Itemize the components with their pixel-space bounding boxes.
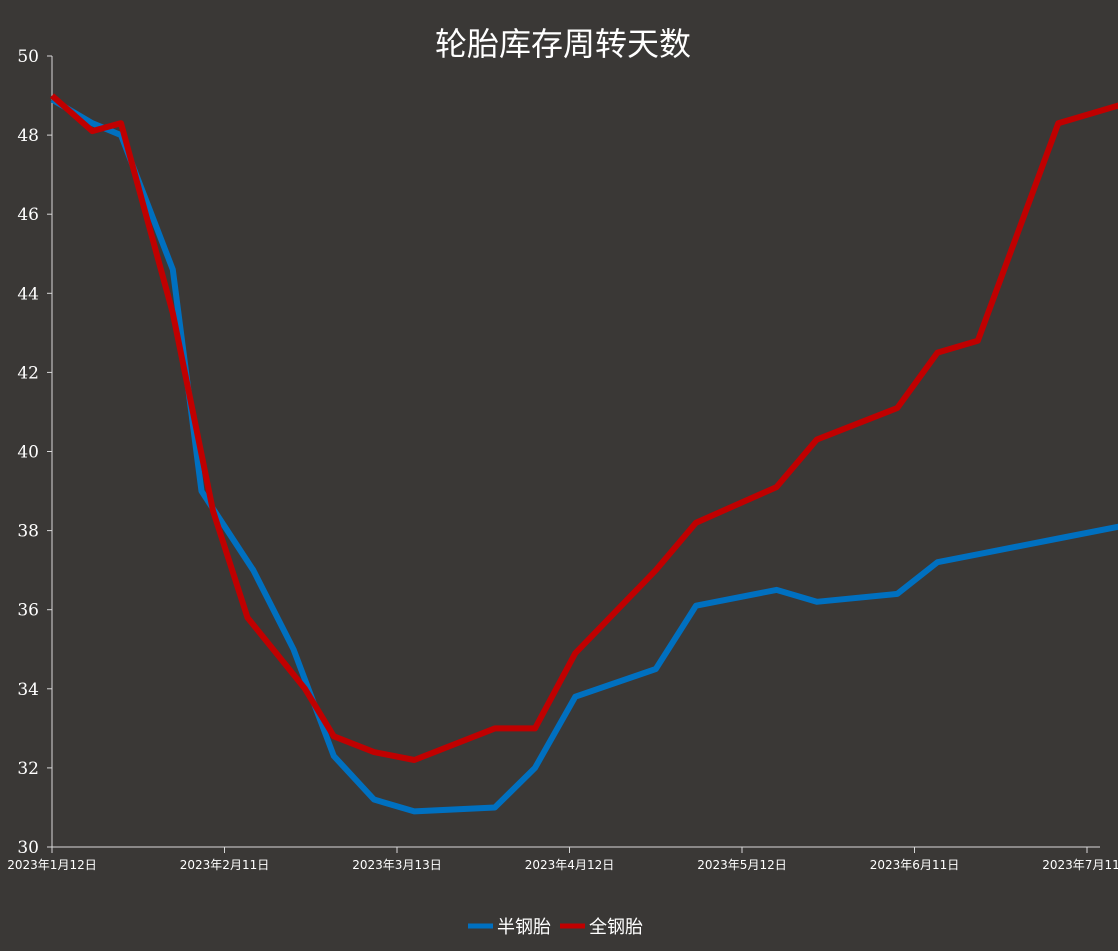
x-tick-label: 2023年6月11日 (870, 858, 959, 872)
y-tick-label: 48 (17, 126, 39, 146)
legend-label: 全钢胎 (589, 917, 643, 938)
axes: 30 32 34 36 38 40 42 44 46 48 50 2023年1月12日 2023年2月1… (7, 47, 1118, 872)
y-tick-label: 44 (17, 284, 39, 304)
y-tick-label: 36 (17, 601, 39, 621)
y-tick-label: 38 (17, 522, 39, 542)
legend-label: 半钢胎 (497, 917, 551, 938)
y-tick-label: 46 (17, 205, 39, 225)
x-tick-label: 2023年1月12日 (7, 858, 96, 872)
y-tick-label: 32 (17, 759, 39, 779)
y-tick-label: 42 (17, 363, 39, 383)
legend: 半钢胎 全钢胎 (468, 917, 643, 938)
y-tick-label: 34 (17, 680, 39, 700)
x-tick-label: 2023年4月12日 (525, 858, 614, 872)
y-tick-label: 50 (17, 47, 39, 67)
x-tick-label: 2023年7月11日 (1042, 858, 1118, 872)
x-tick-label: 2023年5月12日 (697, 858, 786, 872)
chart-title: 轮胎库存周转天数 (435, 25, 691, 63)
x-tick-label: 2023年3月13日 (352, 858, 441, 872)
series-layer (50, 93, 1118, 815)
y-tick-label: 30 (17, 838, 39, 858)
x-tick-label: 2023年2月11日 (180, 858, 269, 872)
y-tick-label: 40 (17, 443, 39, 463)
series-line (50, 93, 1118, 763)
